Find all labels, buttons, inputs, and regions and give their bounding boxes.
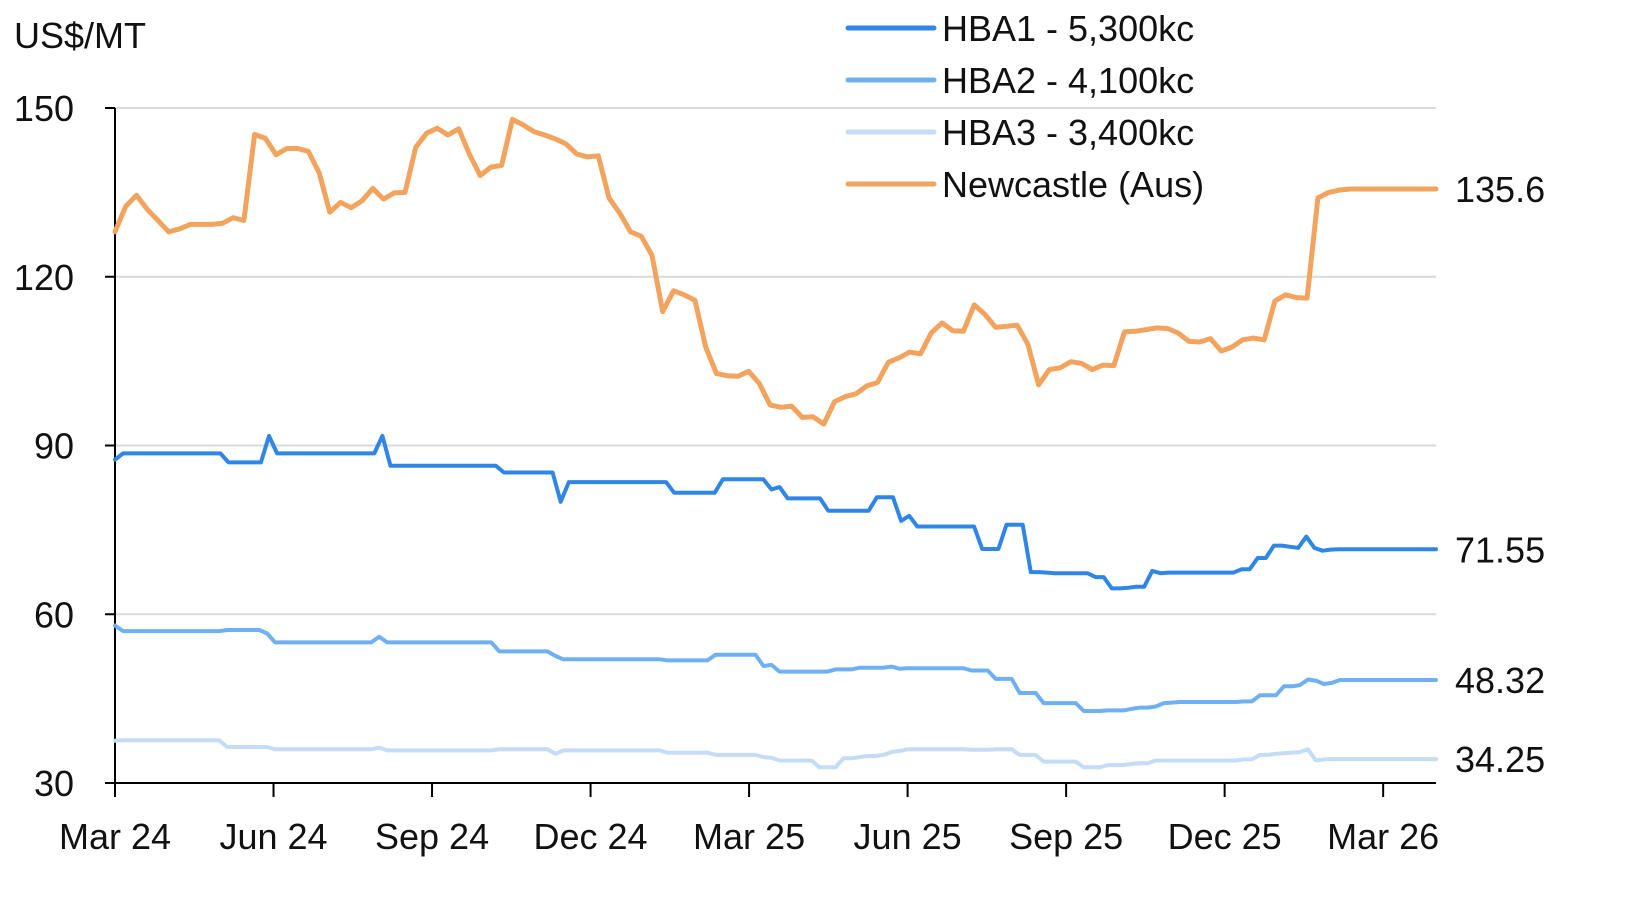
x-tick-label: Sep 25 — [1009, 816, 1123, 857]
y-tick-label: 30 — [34, 763, 74, 804]
y-tick-label: 90 — [34, 426, 74, 467]
series-line-3 — [112, 116, 1439, 427]
series-lines — [112, 116, 1439, 770]
y-axis-label: US$/MT — [14, 15, 146, 56]
end-value-label: 48.32 — [1455, 660, 1545, 701]
series-line-0 — [113, 433, 1438, 591]
x-tick-label: Mar 25 — [693, 816, 805, 857]
gridlines — [115, 107, 1436, 616]
x-tick-label: Dec 24 — [534, 816, 648, 857]
x-tick-label: Jun 24 — [219, 816, 327, 857]
x-tick-label: Sep 24 — [375, 816, 489, 857]
y-tick-label: 120 — [14, 257, 74, 298]
end-value-label: 135.6 — [1455, 169, 1545, 210]
legend-label: HBA1 - 5,300kc — [942, 8, 1194, 49]
legend: HBA1 - 5,300kc HBA2 - 4,100kc HBA3 - 3,400… — [845, 8, 1204, 205]
x-tick-label: Dec 25 — [1168, 816, 1282, 857]
legend-label: HBA2 - 4,100kc — [942, 60, 1194, 101]
legend-label: HBA3 - 3,400kc — [942, 112, 1194, 153]
legend-label: Newcastle (Aus) — [942, 164, 1204, 205]
axes: 30 60 90 120 150 Mar 24 Jun 24 Sep 24 Dec 24 Mar … — [14, 88, 1439, 857]
x-tick-label: Mar 24 — [59, 816, 171, 857]
x-tick-label: Jun 25 — [854, 816, 962, 857]
series-line-2 — [113, 738, 1438, 770]
x-tick-label: Mar 26 — [1327, 816, 1439, 857]
y-tick-label: 60 — [34, 594, 74, 635]
end-value-label: 71.55 — [1455, 529, 1545, 570]
end-value-label: 34.25 — [1455, 739, 1545, 780]
series-line-1 — [113, 623, 1438, 713]
y-tick-label: 150 — [14, 88, 74, 129]
end-labels: 71.55 48.32 34.25 135.6 — [1455, 169, 1545, 780]
